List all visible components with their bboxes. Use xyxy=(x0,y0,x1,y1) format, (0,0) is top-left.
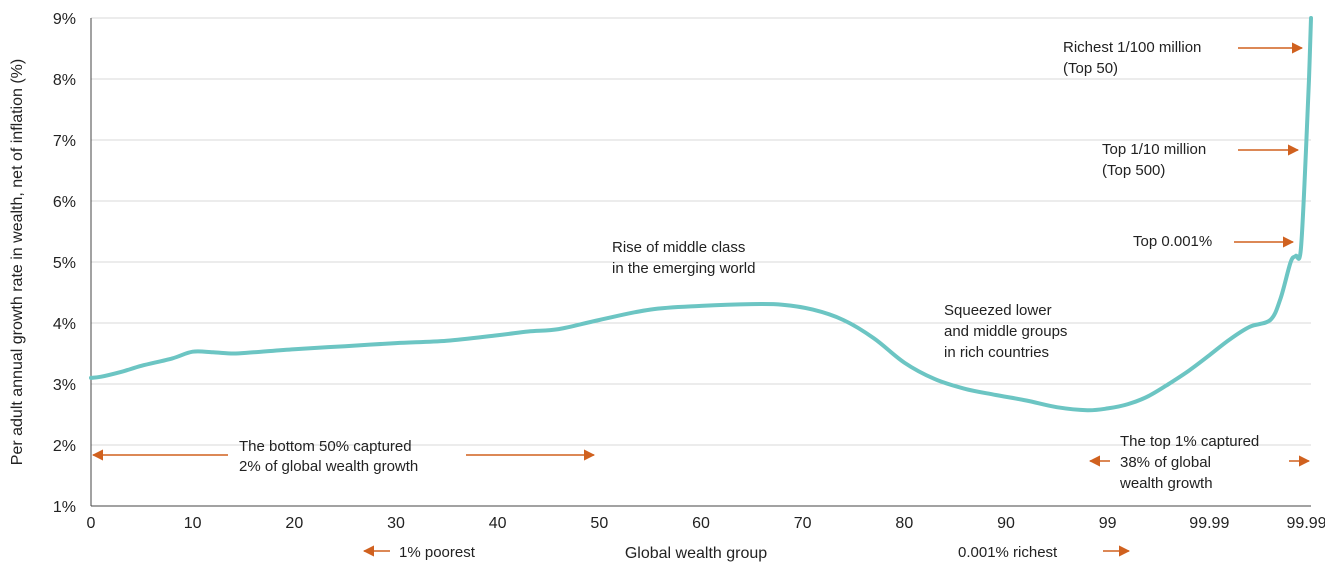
top-500-label-line1: Top 1/10 million xyxy=(1102,141,1206,158)
squeezed-label-line1: Squeezed lower xyxy=(944,302,1052,319)
x-tick-label-7: 70 xyxy=(794,515,812,532)
top-50-annotation: Richest 1/100 million (Top 50) xyxy=(1063,39,1304,77)
y-tick-label-3: 4% xyxy=(53,316,76,333)
y-tick-label-0: 1% xyxy=(53,499,76,516)
x-tick-labels: 0 10 20 30 40 50 60 70 80 90 99 99.99 99.999 xyxy=(87,515,1325,532)
richest-label: 0.001% richest xyxy=(958,544,1058,561)
x-tick-label-12: 99.999 xyxy=(1287,515,1325,532)
bottom-50-label-line1: The bottom 50% captured xyxy=(239,438,412,455)
y-tick-label-1: 2% xyxy=(53,438,76,455)
y-tick-label-8: 9% xyxy=(53,11,76,28)
top-50-label-line1: Richest 1/100 million xyxy=(1063,39,1201,56)
series-line-wealth-growth xyxy=(89,16,1313,413)
x-tick-label-9: 90 xyxy=(997,515,1015,532)
top-1-label-line3: wealth growth xyxy=(1119,475,1213,492)
squeezed-label-line3: in rich countries xyxy=(944,344,1049,361)
axes xyxy=(90,18,1311,507)
squeezed-label-line2: and middle groups xyxy=(944,323,1067,340)
y-tick-label-7: 8% xyxy=(53,72,76,89)
top-0001-label: Top 0.001% xyxy=(1133,233,1212,250)
gridlines xyxy=(91,17,1311,446)
x-tick-label-6: 60 xyxy=(692,515,710,532)
y-axis-title: Per adult annual growth rate in wealth, … xyxy=(9,59,26,465)
middle-class-annotation: Rise of middle class in the emerging wor… xyxy=(612,239,755,277)
middle-class-label-line2: in the emerging world xyxy=(612,260,755,277)
top-500-label-line2: (Top 500) xyxy=(1102,162,1165,179)
x-tick-label-0: 0 xyxy=(87,515,96,532)
richest-note: 0.001% richest xyxy=(958,544,1131,561)
x-tick-label-3: 30 xyxy=(387,515,405,532)
x-tick-label-10: 99 xyxy=(1099,515,1117,532)
y-tick-label-4: 5% xyxy=(53,255,76,272)
y-tick-label-2: 3% xyxy=(53,377,76,394)
x-tick-label-11: 99.99 xyxy=(1189,515,1229,532)
top-1-label-line2: 38% of global xyxy=(1120,454,1211,471)
x-tick-label-4: 40 xyxy=(489,515,507,532)
x-tick-label-2: 20 xyxy=(285,515,303,532)
poorest-label: 1% poorest xyxy=(399,544,476,561)
top-50-label-line2: (Top 50) xyxy=(1063,60,1118,77)
y-tick-label-6: 7% xyxy=(53,133,76,150)
x-tick-label-8: 80 xyxy=(895,515,913,532)
x-tick-label-1: 10 xyxy=(184,515,202,532)
bottom-50-annotation: The bottom 50% captured 2% of global wea… xyxy=(91,438,596,475)
top-1-label-line1: The top 1% captured xyxy=(1120,433,1259,450)
top-1-annotation: The top 1% captured 38% of global wealth… xyxy=(1088,433,1311,492)
top-0001-annotation: Top 0.001% xyxy=(1133,233,1295,250)
top-500-annotation: Top 1/10 million (Top 500) xyxy=(1102,141,1300,179)
poorest-note: 1% poorest xyxy=(362,544,476,561)
y-tick-labels: 1% 2% 3% 4% 5% 6% 7% 8% 9% xyxy=(53,11,76,516)
squeezed-annotation: Squeezed lower and middle groups in rich… xyxy=(944,302,1067,361)
x-tick-label-5: 50 xyxy=(590,515,608,532)
middle-class-label-line1: Rise of middle class xyxy=(612,239,745,256)
x-axis-title: Global wealth group xyxy=(625,545,767,562)
bottom-50-label-line2: 2% of global wealth growth xyxy=(239,458,418,475)
y-tick-label-5: 6% xyxy=(53,194,76,211)
